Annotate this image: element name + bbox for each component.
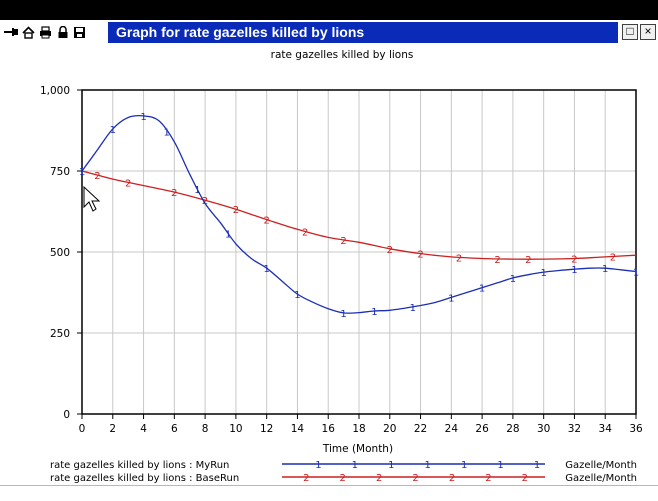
series-marker-1: 1: [225, 229, 231, 240]
series-marker-1: 1: [140, 112, 146, 123]
save-icon[interactable]: [72, 25, 87, 40]
lock-icon[interactable]: [55, 25, 70, 40]
title-bar: Graph for rate gazelles killed by lions …: [0, 20, 658, 44]
legend-label: rate gazelles killed by lions : MyRun: [50, 460, 229, 471]
series-marker-1: 1: [633, 267, 639, 278]
series-marker-2: 2: [571, 254, 577, 265]
x-tick-label: 34: [599, 423, 613, 435]
series-marker-1: 1: [110, 125, 116, 136]
legend-marker: 1: [461, 460, 467, 471]
x-tick-label: 6: [171, 423, 178, 435]
legend-marker: 1: [315, 460, 321, 471]
x-tick-label: 8: [202, 423, 209, 435]
x-tick-label: 10: [229, 423, 242, 435]
x-tick-label: 14: [291, 423, 305, 435]
legend-marker: 2: [303, 473, 309, 484]
line-chart: rate gazelles killed by lions 0 250 500 750…: [40, 49, 643, 484]
series-marker-1: 1: [479, 284, 485, 295]
legend-units: Gazelle/Month: [565, 473, 637, 484]
pin-icon[interactable]: [4, 25, 19, 40]
y-tick-label: 750: [50, 166, 70, 178]
x-tick-label: 0: [79, 423, 86, 435]
series-marker-2: 2: [387, 245, 393, 256]
x-tick-label: 20: [383, 423, 396, 435]
legend-marker: 2: [340, 473, 346, 484]
series-marker-2: 2: [202, 196, 208, 207]
series-marker-1: 1: [448, 293, 454, 304]
x-tick-label: 16: [322, 423, 336, 435]
legend-label: rate gazelles killed by lions : BaseRun: [50, 473, 239, 484]
x-tick-label: 2: [109, 423, 116, 435]
series-marker-1: 1: [540, 268, 546, 279]
window-title: Graph for rate gazelles killed by lions: [108, 22, 618, 43]
legend-marker: 2: [485, 473, 491, 484]
series-marker-2: 2: [340, 236, 346, 247]
status-bar: [0, 485, 658, 501]
series-marker-1: 1: [340, 309, 346, 320]
x-tick-label: 18: [352, 423, 365, 435]
series-marker-1: 1: [571, 265, 577, 276]
legend-units: Gazelle/Month: [565, 460, 637, 471]
series-marker-1: 1: [294, 290, 300, 301]
series-marker-1: 1: [602, 264, 608, 275]
series-marker-2: 2: [525, 255, 531, 266]
y-tick-label: 1,000: [40, 85, 70, 97]
y-axis-ticks: 0 250 500 750 1,000: [40, 85, 82, 421]
x-tick-label: 24: [445, 423, 459, 435]
chart-title: rate gazelles killed by lions: [271, 49, 414, 61]
legend-marker: 1: [352, 460, 358, 471]
close-button[interactable]: ×: [640, 24, 656, 40]
series-marker-2: 2: [610, 252, 616, 263]
series-line-baserun: [81, 170, 637, 260]
graph-window: Graph for rate gazelles killed by lions …: [0, 20, 658, 501]
x-tick-label: 28: [506, 423, 519, 435]
chart-grid: [82, 90, 636, 414]
print-icon[interactable]: [38, 25, 53, 40]
series-marker-1: 1: [510, 274, 516, 285]
series-marker-2: 2: [456, 253, 462, 264]
series-marker-1: 1: [371, 307, 377, 318]
series-marker-2: 2: [417, 250, 423, 261]
legend-marker: 2: [522, 473, 528, 484]
restore-button[interactable]: □: [622, 24, 638, 40]
legend-marker: 2: [449, 473, 455, 484]
series-marker-1: 1: [79, 167, 85, 178]
series-marker-2: 2: [263, 216, 269, 227]
series-marker-2: 2: [494, 255, 500, 266]
legend-marker: 2: [412, 473, 418, 484]
window-toolbar: [4, 24, 87, 40]
y-tick-label: 0: [63, 409, 70, 421]
x-tick-label: 26: [475, 423, 489, 435]
legend-marker: 1: [534, 460, 540, 471]
legend-marker: 1: [388, 460, 394, 471]
series-marker-1: 1: [263, 264, 269, 275]
legend: rate gazelles killed by lions : MyRun 1 1 1…: [50, 460, 637, 484]
series-marker-1: 1: [163, 127, 169, 138]
x-tick-label: 12: [260, 423, 273, 435]
series-marker-1: 1: [410, 303, 416, 314]
legend-marker: 2: [376, 473, 382, 484]
x-tick-label: 4: [140, 423, 147, 435]
x-tick-label: 30: [537, 423, 550, 435]
series-marker-2: 2: [233, 205, 239, 216]
x-axis-ticks: 0 2 4 6 8 10 12 14 16 18 20 22 24 26 28 30 32 34 36: [79, 414, 643, 435]
x-axis-label: Time (Month): [322, 443, 393, 455]
y-tick-label: 500: [50, 247, 70, 259]
x-tick-label: 32: [568, 423, 581, 435]
series-marker-2: 2: [125, 178, 131, 189]
y-tick-label: 250: [50, 328, 70, 340]
legend-marker: 1: [497, 460, 503, 471]
legend-marker: 1: [425, 460, 431, 471]
x-tick-label: 36: [629, 423, 643, 435]
series-marker-1: 1: [194, 185, 200, 196]
series-marker-2: 2: [171, 188, 177, 199]
arrow-pointer-icon: [83, 185, 101, 212]
x-tick-label: 22: [414, 423, 427, 435]
series-marker-2: 2: [302, 227, 308, 238]
series-line-myrun: [81, 114, 637, 314]
home-icon[interactable]: [21, 25, 36, 40]
series-marker-2: 2: [94, 171, 100, 182]
